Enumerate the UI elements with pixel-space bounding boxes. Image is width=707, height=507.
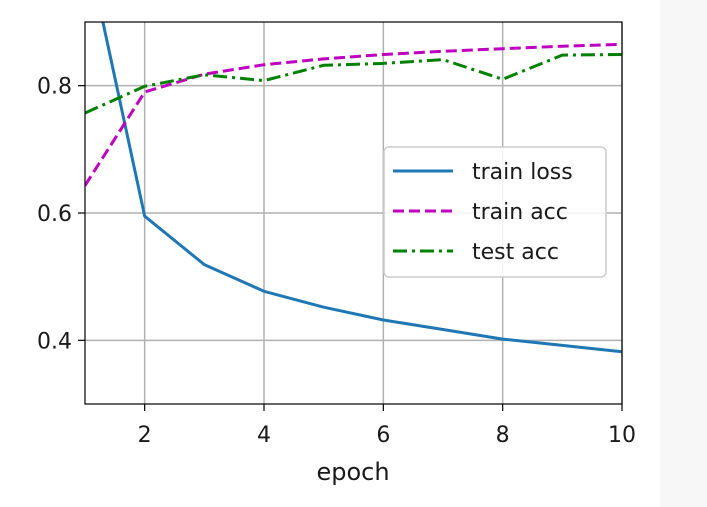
legend-label: train acc	[472, 200, 568, 225]
series-line-test-acc	[85, 53, 622, 115]
x-tick-label: 4	[257, 423, 271, 448]
x-tick-label: 6	[376, 423, 390, 448]
series-line-train-acc	[85, 42, 622, 187]
legend-label: train loss	[472, 160, 573, 185]
axis-ticks: 2 4 6 8 10 0.4 0.6 0.8	[37, 75, 636, 448]
y-tick-label: 0.8	[37, 75, 72, 100]
series-line-train-loss	[101, 22, 622, 354]
x-tick-label: 10	[608, 423, 636, 448]
legend-box	[383, 146, 607, 278]
x-axis-label: epoch	[316, 458, 389, 486]
legend: train loss train acc test acc	[383, 146, 607, 278]
legend-label: test acc	[472, 240, 559, 265]
y-tick-label: 0.6	[37, 202, 72, 227]
y-tick-label: 0.4	[37, 329, 72, 354]
series-lines	[85, 22, 622, 354]
right-margin-strip	[660, 0, 707, 507]
x-tick-label: 2	[138, 423, 152, 448]
x-tick-label: 8	[496, 423, 510, 448]
